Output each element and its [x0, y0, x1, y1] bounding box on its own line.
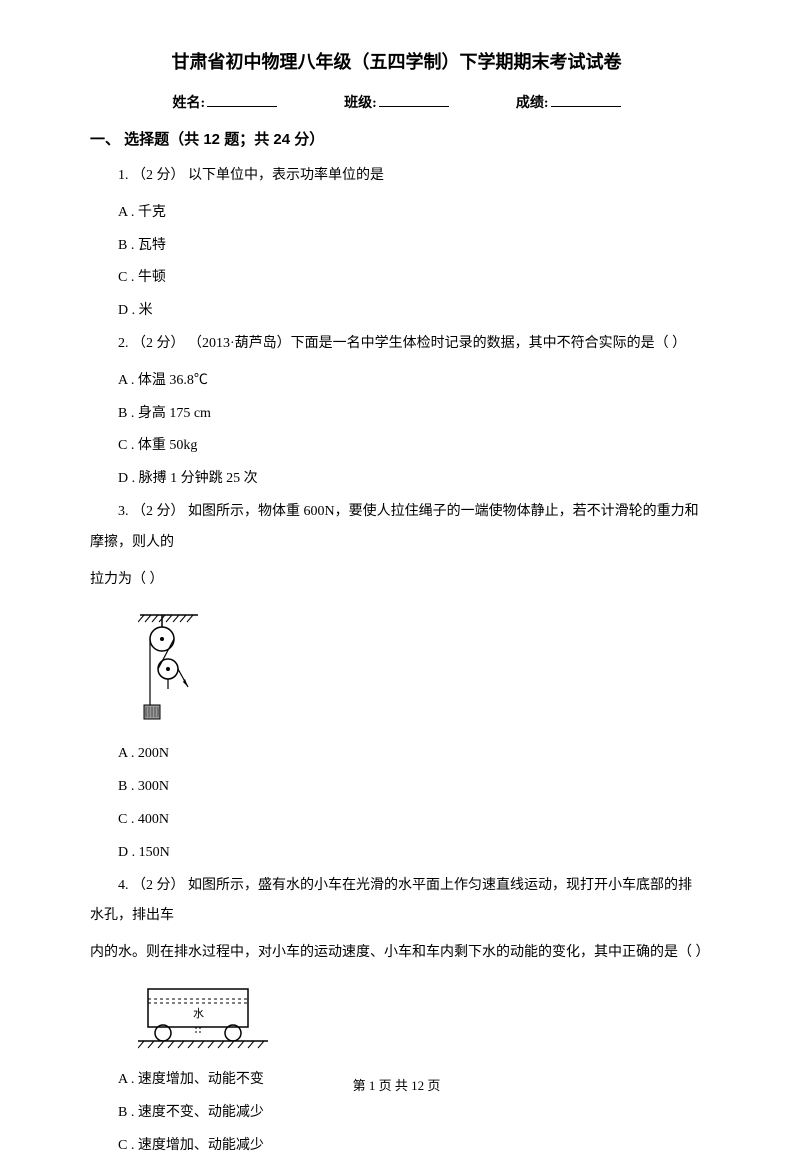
page-title: 甘肃省初中物理八年级（五四学制）下学期期末考试试卷 — [90, 48, 703, 74]
score-label: 成绩: — [516, 96, 549, 111]
name-blank — [207, 106, 277, 107]
q4-cart-diagram: 水 — [138, 981, 703, 1053]
class-blank — [379, 106, 449, 107]
score-blank — [551, 106, 621, 107]
q1-option-a: A . 千克 — [90, 198, 703, 229]
q3-stem-line1: 3. （2 分） 如图所示，物体重 600N，要使人拉住绳子的一端使物体静止，若… — [90, 497, 703, 559]
name-label: 姓名: — [172, 96, 205, 111]
q4-stem-line1: 4. （2 分） 如图所示，盛有水的小车在光滑的水平面上作匀速直线运动，现打开小… — [90, 871, 703, 933]
q4-stem-line2: 内的水。则在排水过程中，对小车的运动速度、小车和车内剩下水的动能的变化，其中正确… — [90, 938, 703, 969]
q1-stem: 1. （2 分） 以下单位中，表示功率单位的是 — [90, 161, 703, 192]
q3-option-d: D . 150N — [90, 838, 703, 869]
section-header: 一、 选择题（共 12 题；共 24 分） — [90, 128, 703, 149]
q2-option-c: C . 体重 50kg — [90, 431, 703, 462]
q2-stem: 2. （2 分） （2013·葫芦岛）下面是一名中学生体检时记录的数据，其中不符… — [90, 329, 703, 360]
q4-option-c: C . 速度增加、动能减少 — [90, 1131, 703, 1161]
q1-option-c: C . 牛顿 — [90, 263, 703, 294]
class-label: 班级: — [344, 96, 377, 111]
q4-option-b: B . 速度不变、动能减少 — [90, 1098, 703, 1129]
page-footer: 第 1 页 共 12 页 — [0, 1075, 793, 1094]
q1-option-b: B . 瓦特 — [90, 231, 703, 262]
q3-pulley-diagram — [138, 607, 703, 727]
q3-option-c: C . 400N — [90, 805, 703, 836]
q3-stem-line2: 拉力为（ ） — [90, 565, 703, 596]
q1-option-d: D . 米 — [90, 296, 703, 327]
q3-option-a: A . 200N — [90, 739, 703, 770]
q3-option-b: B . 300N — [90, 772, 703, 803]
q2-option-b: B . 身高 175 cm — [90, 399, 703, 430]
q2-option-d: D . 脉搏 1 分钟跳 25 次 — [90, 464, 703, 495]
svg-text:水: 水 — [193, 1007, 204, 1020]
info-row: 姓名: 班级: 成绩: — [90, 92, 703, 112]
q2-option-a: A . 体温 36.8℃ — [90, 366, 703, 397]
